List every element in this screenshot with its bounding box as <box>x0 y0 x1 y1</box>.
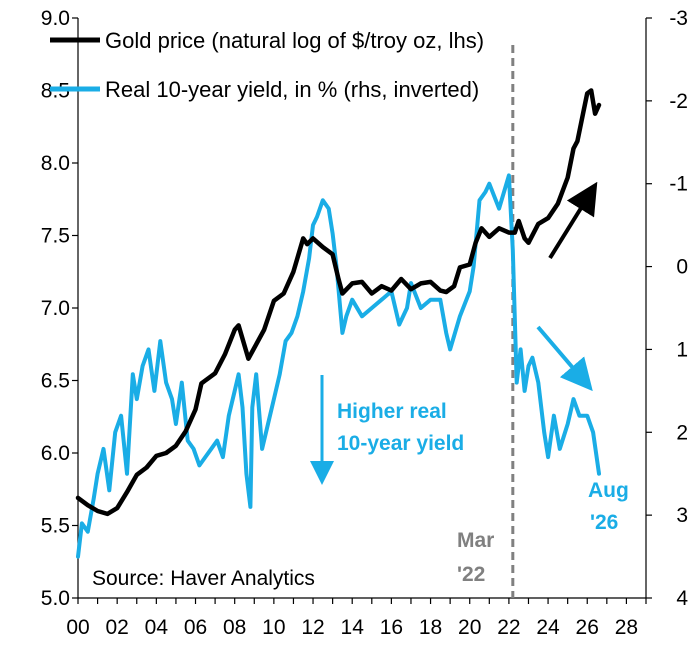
x-tick-label: 14 <box>341 616 365 639</box>
legend: Gold price (natural log of $/troy oz, lh… <box>50 28 484 102</box>
left-tick-labels: 9.08.58.07.57.06.56.05.55.0 <box>41 7 70 610</box>
x-tick-label: 08 <box>223 616 246 639</box>
x-tick-labels: 00 02 04 06 08 10 12 14 16 18 20 22 24 26 28 <box>66 616 638 639</box>
real-yield-line <box>76 173 601 559</box>
ref-label-line1: Mar <box>457 529 494 552</box>
higher-yield-text-line1: Higher real <box>337 400 447 423</box>
x-tick-label: 22 <box>497 616 520 639</box>
x-tick-label: 28 <box>615 616 638 639</box>
x-tick-label: 16 <box>380 616 403 639</box>
legend-label-yield: Real 10-year yield, in % (rhs, inverted) <box>105 77 479 102</box>
right-tick-label: 0 <box>676 256 688 279</box>
left-tick-label: 7.5 <box>41 225 70 248</box>
left-tick-label: 5.0 <box>41 587 70 610</box>
right-tick-labels: -3 -2 -1 0 1 2 3 4 <box>669 7 688 610</box>
right-tick-label: -3 <box>669 7 688 30</box>
x-tick-label: 06 <box>184 616 207 639</box>
source-note: Source: Haver Analytics <box>92 567 315 590</box>
left-tick-label: 7.0 <box>41 297 70 320</box>
x-tick-label: 26 <box>576 616 599 639</box>
right-tick-label: -1 <box>669 173 688 196</box>
x-tick-label: 18 <box>419 616 442 639</box>
left-tick-label: 6.0 <box>41 442 70 465</box>
right-tick-label: 3 <box>676 504 688 527</box>
right-tick-label: 2 <box>676 421 688 444</box>
x-tick-label: 12 <box>301 616 324 639</box>
x-tick-label: 04 <box>145 616 169 639</box>
right-tick-label: -2 <box>669 90 688 113</box>
ref-label-line2: '22 <box>457 563 485 586</box>
x-tick-label: 24 <box>536 616 560 639</box>
x-tick-label: 00 <box>66 616 89 639</box>
right-tick-label: 4 <box>676 587 688 610</box>
left-tick-label: 9.0 <box>41 7 70 30</box>
end-label-line2: '26 <box>590 511 618 534</box>
higher-yield-text-line2: 10-year yield <box>337 432 464 455</box>
x-tick-label: 10 <box>262 616 285 639</box>
series-lines <box>75 88 602 559</box>
gold-up-arrow <box>548 181 598 260</box>
legend-label-gold: Gold price (natural log of $/troy oz, lh… <box>105 28 484 53</box>
right-tick-label: 1 <box>676 338 688 361</box>
left-tick-label: 8.0 <box>41 152 70 175</box>
gold-price-line <box>75 88 602 517</box>
left-tick-label: 5.5 <box>41 515 70 538</box>
x-tick-label: 20 <box>458 616 481 639</box>
left-tick-label: 6.5 <box>41 370 70 393</box>
x-tick-label: 02 <box>105 616 128 639</box>
yield-down-arrow <box>536 325 593 392</box>
end-label-line1: Aug <box>588 479 629 502</box>
tick-marks <box>72 17 652 604</box>
